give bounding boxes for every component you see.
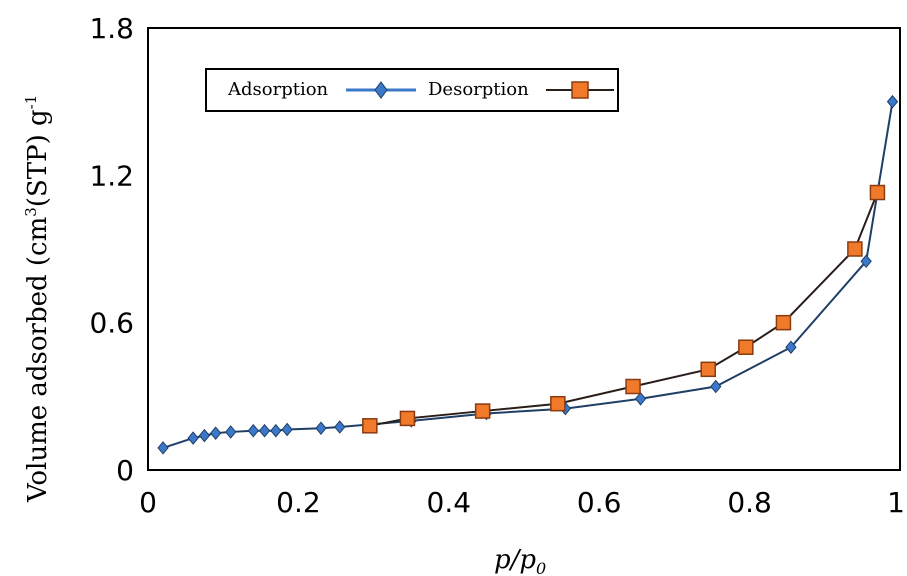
data-point-desorption bbox=[738, 339, 754, 355]
data-point-adsorption bbox=[210, 426, 222, 440]
data-point-desorption bbox=[550, 395, 566, 412]
legend: Adsorption Desorption bbox=[205, 68, 619, 112]
x-tick-label: 0.8 bbox=[727, 486, 772, 519]
data-point-desorption bbox=[362, 418, 378, 434]
x-axis-title: p/p0 bbox=[494, 545, 546, 576]
data-point-adsorption bbox=[315, 421, 327, 436]
data-point-adsorption bbox=[270, 423, 282, 438]
x-tick-labels: 0 0.2 0.4 0.6 0.8 1 bbox=[139, 486, 905, 519]
x-tick-label: 1 bbox=[887, 486, 905, 519]
data-point-adsorption bbox=[247, 423, 259, 438]
data-point-desorption bbox=[869, 184, 886, 201]
data-point-desorption bbox=[474, 403, 491, 419]
x-tick-label: 0.2 bbox=[276, 486, 321, 519]
y-tick-label: 1.2 bbox=[89, 159, 134, 192]
legend-marker-desorption bbox=[571, 81, 589, 99]
y-tick-labels: 0 0.6 1.2 1.8 bbox=[89, 12, 134, 487]
data-point-desorption bbox=[399, 410, 416, 427]
data-point-adsorption bbox=[785, 340, 797, 355]
legend-marker-adsorption bbox=[374, 81, 388, 99]
data-point-desorption bbox=[775, 314, 792, 331]
data-point-adsorption bbox=[225, 425, 237, 439]
data-point-adsorption bbox=[281, 422, 293, 437]
x-tick-label: 0 bbox=[139, 486, 157, 519]
x-axis-title-main: p/p bbox=[494, 545, 536, 575]
series-line-desorption bbox=[369, 192, 879, 427]
legend-label-desorption: Desorption bbox=[428, 79, 529, 100]
data-point-adsorption bbox=[258, 423, 271, 438]
y-tick-label: 0.6 bbox=[89, 307, 134, 340]
series-layer bbox=[157, 94, 899, 455]
data-point-adsorption bbox=[187, 431, 199, 445]
data-point-adsorption bbox=[634, 392, 647, 406]
y-axis-title: Volume adsorbed (cm3(STP) g-1 bbox=[22, 95, 53, 503]
x-tick-label: 0.6 bbox=[577, 486, 622, 519]
y-axis-title-sup: 3 bbox=[22, 207, 40, 217]
y-tick-label: 0 bbox=[116, 454, 134, 487]
data-point-adsorption bbox=[886, 94, 899, 109]
data-point-desorption bbox=[847, 241, 863, 257]
data-point-adsorption bbox=[198, 428, 211, 443]
y-axis-title-sup2: -1 bbox=[22, 95, 40, 110]
data-point-adsorption bbox=[710, 379, 722, 394]
legend-label-adsorption: Adsorption bbox=[227, 79, 329, 100]
data-point-adsorption bbox=[157, 441, 169, 455]
x-tick-label: 0.4 bbox=[427, 486, 472, 519]
data-point-desorption bbox=[625, 378, 641, 395]
data-point-desorption bbox=[700, 361, 716, 378]
y-axis-title-main: Volume adsorbed (cm bbox=[23, 217, 53, 503]
plot-frame bbox=[147, 27, 901, 471]
y-tick-label: 1.8 bbox=[89, 12, 134, 45]
y-axis-title-end: (STP) g bbox=[23, 109, 53, 207]
series-line-adsorption bbox=[162, 101, 894, 449]
x-axis-title-sub: 0 bbox=[536, 559, 546, 576]
data-point-adsorption bbox=[860, 254, 872, 269]
data-point-adsorption bbox=[334, 420, 346, 434]
